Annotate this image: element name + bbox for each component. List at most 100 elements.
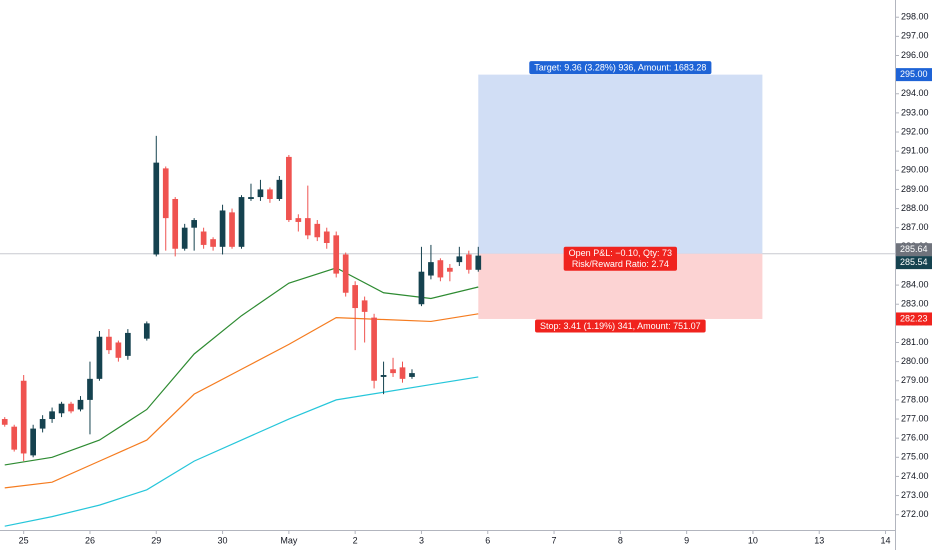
x-tick-label: 30: [218, 535, 228, 545]
candle-body: [399, 367, 406, 379]
candle-body: [153, 162, 160, 255]
y-tick-label: 272.00: [901, 509, 929, 519]
candle-body: [380, 375, 387, 377]
candle-body: [342, 254, 349, 293]
x-tick-label: 6: [485, 535, 490, 545]
candle-body: [200, 231, 207, 245]
price-badge: [896, 312, 932, 326]
x-tick-label: 25: [19, 535, 29, 545]
candle-body: [77, 399, 84, 410]
candle-body: [447, 267, 453, 272]
x-tick-label: 26: [85, 535, 95, 545]
y-tick-label: 273.00: [901, 490, 929, 500]
y-tick-label: 281.00: [901, 337, 929, 347]
y-tick-label: 293.00: [901, 107, 929, 117]
y-tick-label: 292.00: [901, 126, 929, 136]
y-tick-label: 275.00: [901, 452, 929, 462]
candle-body: [20, 380, 27, 454]
candle-body: [248, 197, 254, 199]
candle-body: [96, 336, 103, 379]
x-tick-label: 10: [748, 535, 758, 545]
candle-body: [87, 378, 93, 400]
candle-body: [361, 300, 368, 312]
candle-body: [11, 426, 18, 450]
price-badge-label: 282.23: [900, 313, 928, 323]
candle-body: [418, 271, 425, 305]
candle-body: [409, 373, 415, 377]
x-tick-label: 7: [552, 535, 557, 545]
candle-body: [125, 332, 131, 356]
x-tick-label: 14: [881, 535, 891, 545]
y-tick-label: 288.00: [901, 203, 929, 213]
candle-body: [314, 223, 321, 238]
candle-body: [181, 227, 188, 249]
y-tick-label: 274.00: [901, 471, 929, 481]
candle-body: [295, 218, 302, 222]
y-tick-label: 284.00: [901, 279, 929, 289]
target-label: Target: 9.36 (3.28%) 936, Amount: 1683.2…: [534, 62, 706, 72]
candle-body: [143, 323, 150, 339]
candle-body: [390, 369, 396, 374]
y-tick-label: 278.00: [901, 394, 929, 404]
y-tick-label: 294.00: [901, 88, 929, 98]
candle-body: [238, 197, 245, 247]
price-badge-label: 295.00: [900, 69, 928, 79]
candle-body: [456, 256, 463, 263]
y-tick-label: 298.00: [901, 12, 929, 22]
price-badge: [896, 68, 932, 82]
y-tick-label: 277.00: [901, 413, 929, 423]
pnl-label: Risk/Reward Ratio: 2.74: [572, 259, 669, 269]
y-tick-label: 290.00: [901, 165, 929, 175]
y-tick-label: 283.00: [901, 299, 929, 309]
y-tick-label: 280.00: [901, 356, 929, 366]
candle-body: [371, 317, 377, 381]
candle-body: [68, 403, 74, 412]
x-tick-label: May: [280, 535, 298, 545]
target-label-box: [529, 61, 712, 75]
candle-body: [106, 336, 112, 351]
candle-body: [49, 411, 55, 420]
candle-body: [1, 419, 8, 425]
candle-body: [39, 419, 46, 429]
pnl-label-box: [563, 246, 678, 271]
y-tick-label: 297.00: [901, 31, 929, 41]
candle-body: [323, 231, 330, 243]
stop-label-box: [535, 319, 706, 333]
pnl-label: Open P&L: −0.10, Qty: 73: [569, 248, 672, 258]
target-zone: [478, 74, 763, 254]
x-tick-label: 29: [151, 535, 161, 545]
candle-body: [465, 254, 472, 270]
moving-average: [4, 313, 479, 489]
candle-body: [219, 210, 226, 247]
price-badge: [896, 243, 932, 257]
x-tick-label: 3: [419, 535, 424, 545]
candle-body: [475, 255, 482, 270]
candle-body: [428, 262, 434, 276]
candle-body: [304, 218, 311, 236]
x-tick-label: 13: [814, 535, 824, 545]
stop-label: Stop: 3.41 (1.19%) 341, Amount: 751.07: [540, 321, 701, 331]
candle-body: [115, 342, 122, 358]
x-tick-label: 8: [618, 535, 623, 545]
x-tick-label: 9: [684, 535, 689, 545]
moving-average: [4, 376, 479, 527]
x-tick-label: 2: [353, 535, 358, 545]
candle-body: [276, 179, 283, 199]
candle-body: [257, 189, 264, 198]
price-badge-label: 285.54: [900, 257, 928, 267]
candle-body: [30, 428, 36, 456]
candle-body: [267, 189, 273, 199]
y-tick-label: 289.00: [901, 184, 929, 194]
candle-body: [229, 212, 235, 247]
price-badge-label: 285.64: [900, 244, 928, 254]
y-tick-label: 276.00: [901, 433, 929, 443]
y-tick-label: 296.00: [901, 50, 929, 60]
candle-body: [210, 239, 216, 247]
candle-body: [352, 285, 358, 309]
candle-body: [333, 235, 340, 274]
y-tick-label: 287.00: [901, 222, 929, 232]
candle-body: [286, 156, 292, 221]
y-tick-label: 291.00: [901, 146, 929, 156]
